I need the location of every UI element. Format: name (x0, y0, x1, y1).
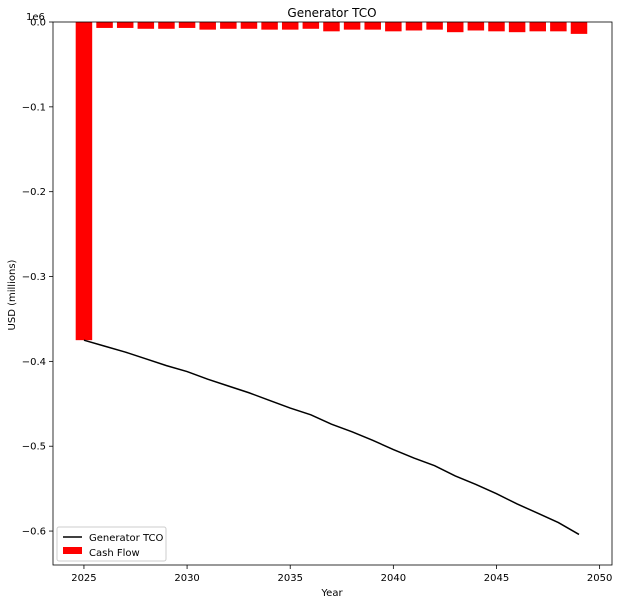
cash-flow-bar (240, 22, 258, 29)
cash-flow-bar (405, 22, 423, 31)
cash-flow-bar (364, 22, 381, 30)
x-tick-label: 2045 (484, 573, 509, 584)
cash-flow-bar (550, 22, 567, 32)
cash-flow-bar (343, 22, 361, 30)
cash-flow-bar (178, 22, 196, 28)
legend-label-tco: Generator TCO (89, 533, 163, 544)
cash-flow-bar (488, 22, 505, 32)
cash-flow-bar (261, 22, 278, 30)
cash-flow-bar (508, 22, 526, 33)
cash-flow-bar (426, 22, 443, 30)
cash-flow-bar (302, 22, 320, 29)
y-tick-label: −0.5 (22, 442, 46, 453)
cash-flow-bar (220, 22, 237, 29)
cash-flow-bar (529, 22, 546, 32)
y-tick-label: 0.0 (30, 18, 46, 29)
x-tick-label: 2035 (277, 573, 302, 584)
cash-flow-bar (323, 22, 340, 32)
cash-flow-bar (137, 22, 155, 29)
chart-title: Generator TCO (287, 6, 376, 20)
y-offset-label: 1e6 (26, 12, 45, 23)
x-axis-label: Year (320, 588, 343, 599)
cash-flow-bar (281, 22, 299, 30)
cash-flow-bar (96, 22, 113, 28)
legend-label-cash-flow: Cash Flow (89, 548, 140, 559)
cash-flow-bars (75, 22, 588, 341)
x-tick-label: 2040 (381, 573, 406, 584)
cash-flow-bar (570, 22, 588, 34)
x-tick-label: 2025 (71, 573, 96, 584)
cash-flow-bar (385, 22, 402, 32)
cash-flow-bar (158, 22, 175, 29)
legend-frame (56, 526, 167, 562)
legend-bar-swatch (63, 547, 82, 554)
axes: 2025 2030 2035 2040 2045 2050 0.0 −0.1 −0.2 −0.3 −… (22, 18, 613, 584)
cash-flow-bar (467, 22, 485, 31)
y-tick-label: −0.3 (22, 272, 46, 283)
cash-flow-bar (75, 22, 93, 341)
y-tick-label: −0.2 (22, 187, 46, 198)
plot-frame (52, 21, 613, 566)
y-tick-label: −0.1 (22, 102, 46, 113)
tco-line-layer (83, 339, 580, 536)
x-tick-label: 2050 (587, 573, 612, 584)
cash-flow-bar (199, 22, 216, 30)
cash-flow-bar (116, 22, 134, 28)
x-tick-label: 2030 (174, 573, 199, 584)
legend: Generator TCO Cash Flow (56, 526, 167, 562)
cash-flow-bar (446, 22, 464, 33)
generator-tco-line (83, 339, 580, 536)
y-axis-label: USD (millions) (7, 259, 18, 330)
y-tick-label: −0.4 (22, 357, 46, 368)
y-tick-label: −0.6 (22, 527, 46, 538)
